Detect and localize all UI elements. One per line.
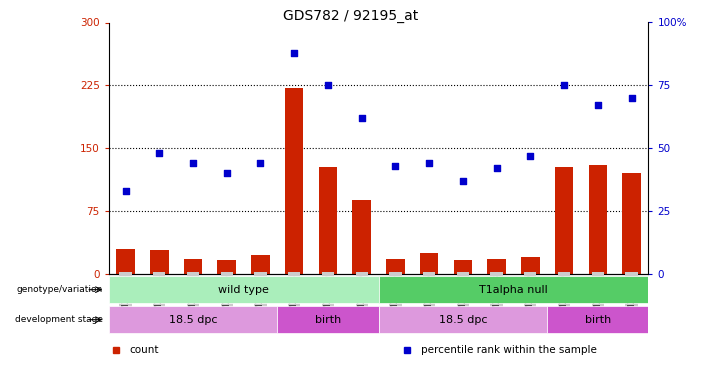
Bar [109, 306, 278, 333]
Text: GSM22036: GSM22036 [425, 274, 434, 323]
Text: birth: birth [315, 315, 341, 325]
Text: count: count [130, 345, 159, 355]
Text: GSM22044: GSM22044 [155, 274, 164, 322]
Point [356, 115, 367, 121]
Bar [379, 306, 547, 333]
Bar [386, 259, 404, 274]
Text: GSM22049: GSM22049 [323, 274, 332, 322]
Point [120, 188, 131, 194]
Point [289, 50, 300, 55]
Bar [319, 166, 337, 274]
Text: percentile rank within the sample: percentile rank within the sample [421, 345, 597, 355]
Text: GSM22043: GSM22043 [121, 274, 130, 322]
Point [221, 170, 232, 176]
Point [390, 163, 401, 169]
Text: GSM22038: GSM22038 [492, 274, 501, 323]
Bar [278, 306, 379, 333]
Point [154, 150, 165, 156]
Bar [454, 260, 472, 274]
Bar [487, 259, 506, 274]
Text: GSM22048: GSM22048 [290, 274, 299, 322]
Text: birth: birth [585, 315, 611, 325]
Text: development stage: development stage [15, 315, 103, 324]
Bar [109, 276, 379, 303]
Bar [420, 253, 438, 274]
Point [423, 160, 435, 166]
Text: GSM22046: GSM22046 [222, 274, 231, 322]
Point [255, 160, 266, 166]
Point [491, 165, 502, 171]
Text: GSM22050: GSM22050 [358, 274, 366, 323]
Bar [379, 276, 648, 303]
Text: genotype/variation: genotype/variation [17, 285, 103, 294]
Bar [251, 255, 270, 274]
Text: GDS782 / 92195_at: GDS782 / 92195_at [283, 9, 418, 23]
Bar [622, 173, 641, 274]
Point [457, 178, 468, 184]
Text: GSM22042: GSM22042 [627, 274, 636, 322]
Point [187, 160, 198, 166]
Text: GSM22045: GSM22045 [189, 274, 198, 322]
Text: GSM22035: GSM22035 [391, 274, 400, 323]
Bar [116, 249, 135, 274]
Text: wild type: wild type [218, 285, 269, 295]
Point [559, 82, 570, 88]
Point [525, 153, 536, 159]
Bar [217, 260, 236, 274]
Text: GSM22039: GSM22039 [526, 274, 535, 323]
Point [322, 82, 334, 88]
Bar [353, 200, 371, 274]
Text: GSM22047: GSM22047 [256, 274, 265, 322]
Text: 18.5 dpc: 18.5 dpc [169, 315, 217, 325]
Bar [285, 88, 304, 274]
Bar [150, 250, 168, 274]
Bar [554, 166, 573, 274]
Bar [521, 257, 540, 274]
Point [626, 95, 637, 101]
Text: GSM22037: GSM22037 [458, 274, 468, 323]
Text: GSM22040: GSM22040 [559, 274, 569, 322]
Text: GSM22041: GSM22041 [593, 274, 602, 322]
Bar [547, 306, 648, 333]
Point [592, 102, 604, 108]
Bar [589, 165, 607, 274]
Bar [184, 259, 203, 274]
Text: T1alpha null: T1alpha null [479, 285, 548, 295]
Text: 18.5 dpc: 18.5 dpc [439, 315, 487, 325]
